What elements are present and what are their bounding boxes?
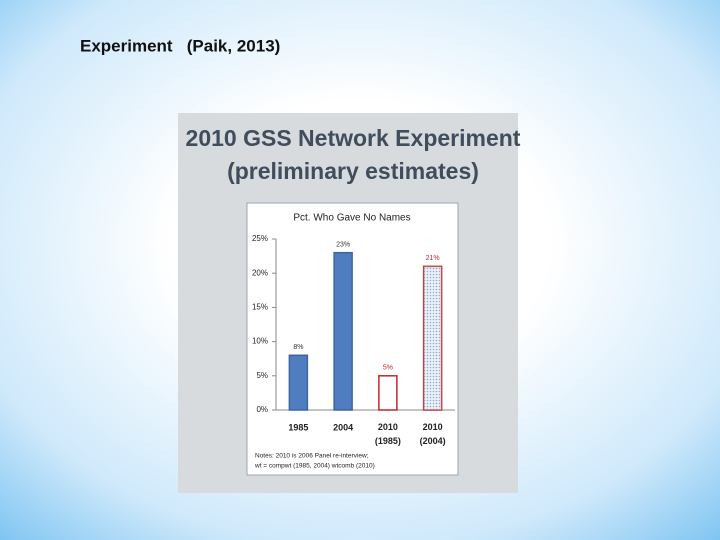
value-label: 23% xyxy=(336,242,350,249)
y-tick-label: 5% xyxy=(256,371,268,380)
note: Notes: 2010 is 2006 Panel re-interview; xyxy=(255,453,369,460)
value-label: 5% xyxy=(383,365,393,372)
x-tick-label: 2004 xyxy=(333,422,353,432)
bar-tint xyxy=(423,266,442,410)
bar xyxy=(288,354,309,411)
y-tick-label: 15% xyxy=(252,303,268,312)
y-tick-label: 25% xyxy=(252,234,268,243)
chart-subtitle: (preliminary estimates) xyxy=(227,158,479,184)
bar xyxy=(422,265,443,411)
y-tick-label: 20% xyxy=(252,268,268,277)
value-label: 21% xyxy=(426,255,440,262)
slide-title: Experiment (Paik, 2013) xyxy=(80,36,280,55)
plot-title: Pct. Who Gave No Names xyxy=(293,213,410,224)
note: wt = compwt (1985, 2004) wtcomb (2010) xyxy=(254,463,375,470)
chart-title: 2010 GSS Network Experiment xyxy=(186,125,521,151)
y-tick-label: 10% xyxy=(252,337,268,346)
plot: 0% 5% 10% 15% 20% 25% 1985 8% 2004 23% 2010 (1985) 5… xyxy=(252,234,455,470)
value-label: 8% xyxy=(293,344,303,351)
x-tick-label: 2010 (1985) xyxy=(375,422,401,446)
x-tick-label: 1985 xyxy=(288,422,308,432)
x-tick-label: 2010 (2004) xyxy=(420,422,446,446)
y-tick-label: 0% xyxy=(256,405,268,414)
bar xyxy=(378,375,398,411)
bar xyxy=(333,251,353,411)
